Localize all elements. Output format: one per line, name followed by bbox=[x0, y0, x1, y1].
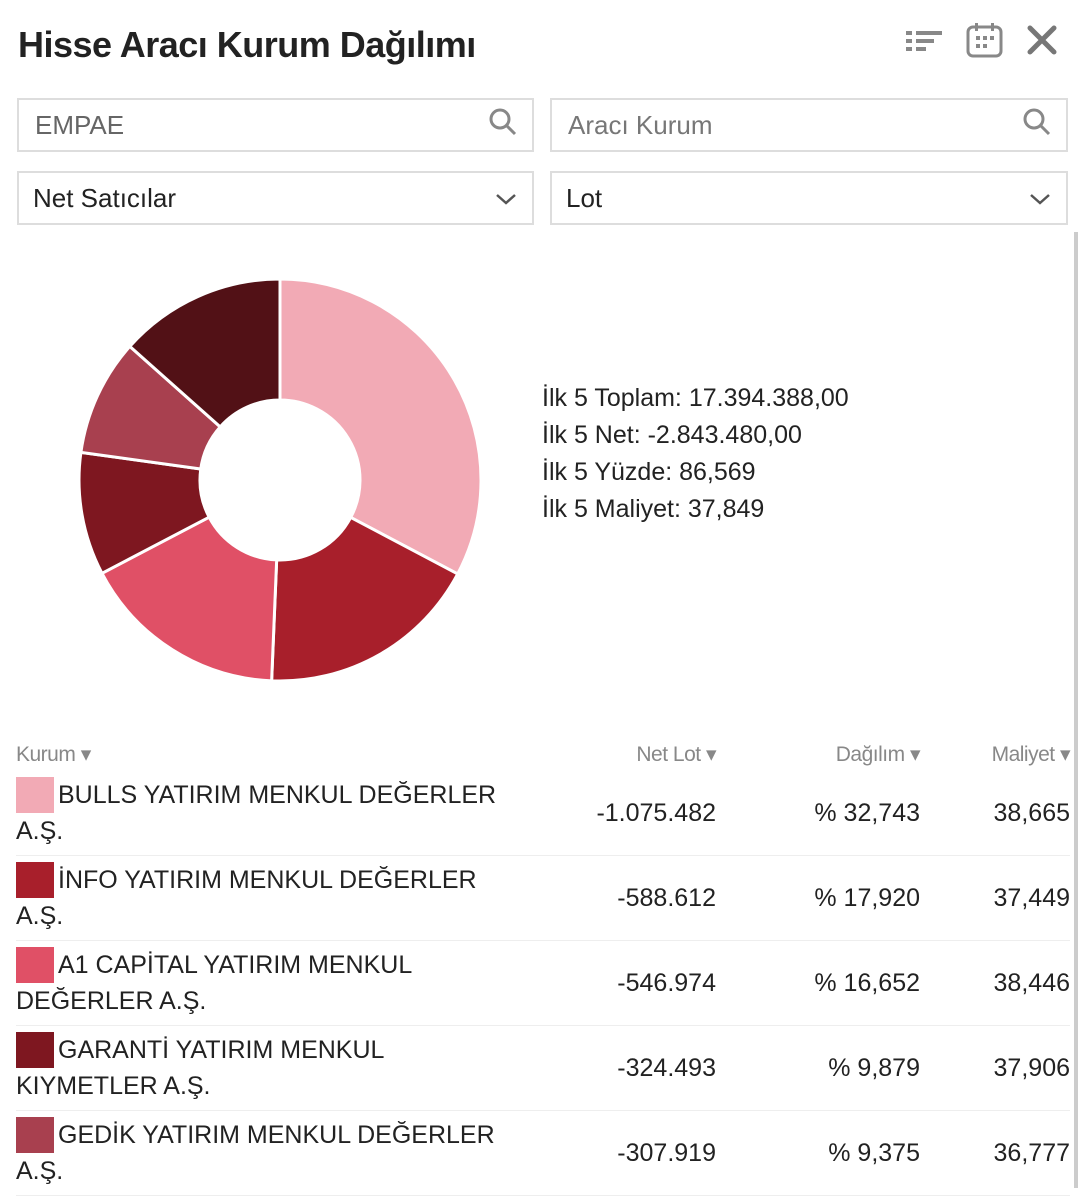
unit-select[interactable]: Lot bbox=[550, 171, 1068, 225]
search-icon[interactable] bbox=[1022, 107, 1052, 144]
broker-name: İNFO YATIRIM MENKUL DEĞERLER A.Ş. bbox=[16, 866, 477, 930]
symbol-input[interactable] bbox=[33, 108, 488, 142]
broker-input[interactable] bbox=[566, 108, 1022, 142]
broker-name: A1 CAPİTAL YATIRIM MENKUL DEĞERLER A.Ş. bbox=[16, 951, 412, 1015]
summary-panel: İlk 5 Toplam: 17.394.388,00 İlk 5 Net: -… bbox=[542, 380, 849, 528]
table-row[interactable]: İNFO YATIRIM MENKUL DEĞERLER A.Ş. -588.6… bbox=[16, 855, 1070, 941]
cost: 36,777 bbox=[920, 1110, 1070, 1196]
summary-total: İlk 5 Toplam: 17.394.388,00 bbox=[542, 384, 849, 412]
col-dagilim[interactable]: Dağılım ▾ bbox=[835, 743, 921, 766]
chevron-down-icon bbox=[494, 183, 518, 214]
scrollbar[interactable] bbox=[1074, 232, 1078, 1188]
side-select[interactable]: Net Satıcılar bbox=[17, 171, 534, 225]
donut-chart bbox=[77, 277, 483, 683]
cost: 38,446 bbox=[920, 940, 1070, 1026]
distribution: % 16,652 bbox=[716, 940, 920, 1026]
table-row[interactable]: GARANTİ YATIRIM MENKUL KIYMETLER A.Ş. -3… bbox=[16, 1025, 1070, 1111]
table-row[interactable]: A1 CAPİTAL YATIRIM MENKUL DEĞERLER A.Ş. … bbox=[16, 940, 1070, 1026]
page-title: Hisse Aracı Kurum Dağılımı bbox=[18, 24, 476, 65]
col-maliyet[interactable]: Maliyet ▾ bbox=[991, 743, 1071, 766]
search-icon[interactable] bbox=[488, 107, 518, 144]
col-kurum[interactable]: Kurum ▾ bbox=[16, 743, 91, 766]
net-lot: -1.075.482 bbox=[516, 771, 716, 856]
sort-list-icon[interactable] bbox=[904, 25, 944, 60]
donut-slice[interactable] bbox=[128, 277, 282, 429]
summary-cost: İlk 5 Maliyet: 37,849 bbox=[542, 495, 765, 523]
distribution: % 32,743 bbox=[716, 771, 920, 856]
symbol-search-field[interactable] bbox=[17, 98, 534, 152]
cost: 38,665 bbox=[920, 771, 1070, 856]
summary-percent: İlk 5 Yüzde: 86,569 bbox=[542, 458, 756, 486]
color-swatch bbox=[16, 1032, 54, 1068]
color-swatch bbox=[16, 862, 54, 898]
table-row[interactable]: GEDİK YATIRIM MENKUL DEĞERLER A.Ş. -307.… bbox=[16, 1110, 1070, 1196]
broker-search-field[interactable] bbox=[550, 98, 1068, 152]
donut-slice[interactable] bbox=[278, 277, 483, 576]
color-swatch bbox=[16, 947, 54, 983]
net-lot: -588.612 bbox=[516, 855, 716, 941]
donut-slice[interactable] bbox=[270, 515, 460, 683]
net-lot: -324.493 bbox=[516, 1025, 716, 1111]
distribution: % 17,920 bbox=[716, 855, 920, 941]
summary-net: İlk 5 Net: -2.843.480,00 bbox=[542, 421, 802, 449]
net-lot: -546.974 bbox=[516, 940, 716, 1026]
close-icon[interactable] bbox=[1026, 24, 1058, 61]
chevron-down-icon bbox=[1028, 183, 1052, 214]
broker-table: Kurum ▾ Net Lot ▾ Dağılım ▾ Maliyet ▾ BU… bbox=[16, 738, 1071, 1196]
color-swatch bbox=[16, 1117, 54, 1153]
cost: 37,906 bbox=[920, 1025, 1070, 1111]
table-row[interactable]: BULLS YATIRIM MENKUL DEĞERLER A.Ş. -1.07… bbox=[16, 771, 1070, 856]
color-swatch bbox=[16, 777, 54, 813]
net-lot: -307.919 bbox=[516, 1110, 716, 1196]
broker-name: GEDİK YATIRIM MENKUL DEĞERLER A.Ş. bbox=[16, 1121, 495, 1185]
donut-slice[interactable] bbox=[100, 515, 279, 683]
cost: 37,449 bbox=[920, 855, 1070, 941]
calendar-icon[interactable] bbox=[966, 22, 1004, 63]
broker-name: GARANTİ YATIRIM MENKUL KIYMETLER A.Ş. bbox=[16, 1036, 384, 1100]
col-net-lot[interactable]: Net Lot ▾ bbox=[636, 743, 716, 766]
broker-name: BULLS YATIRIM MENKUL DEĞERLER A.Ş. bbox=[16, 781, 497, 845]
distribution: % 9,879 bbox=[716, 1025, 920, 1111]
distribution: % 9,375 bbox=[716, 1110, 920, 1196]
